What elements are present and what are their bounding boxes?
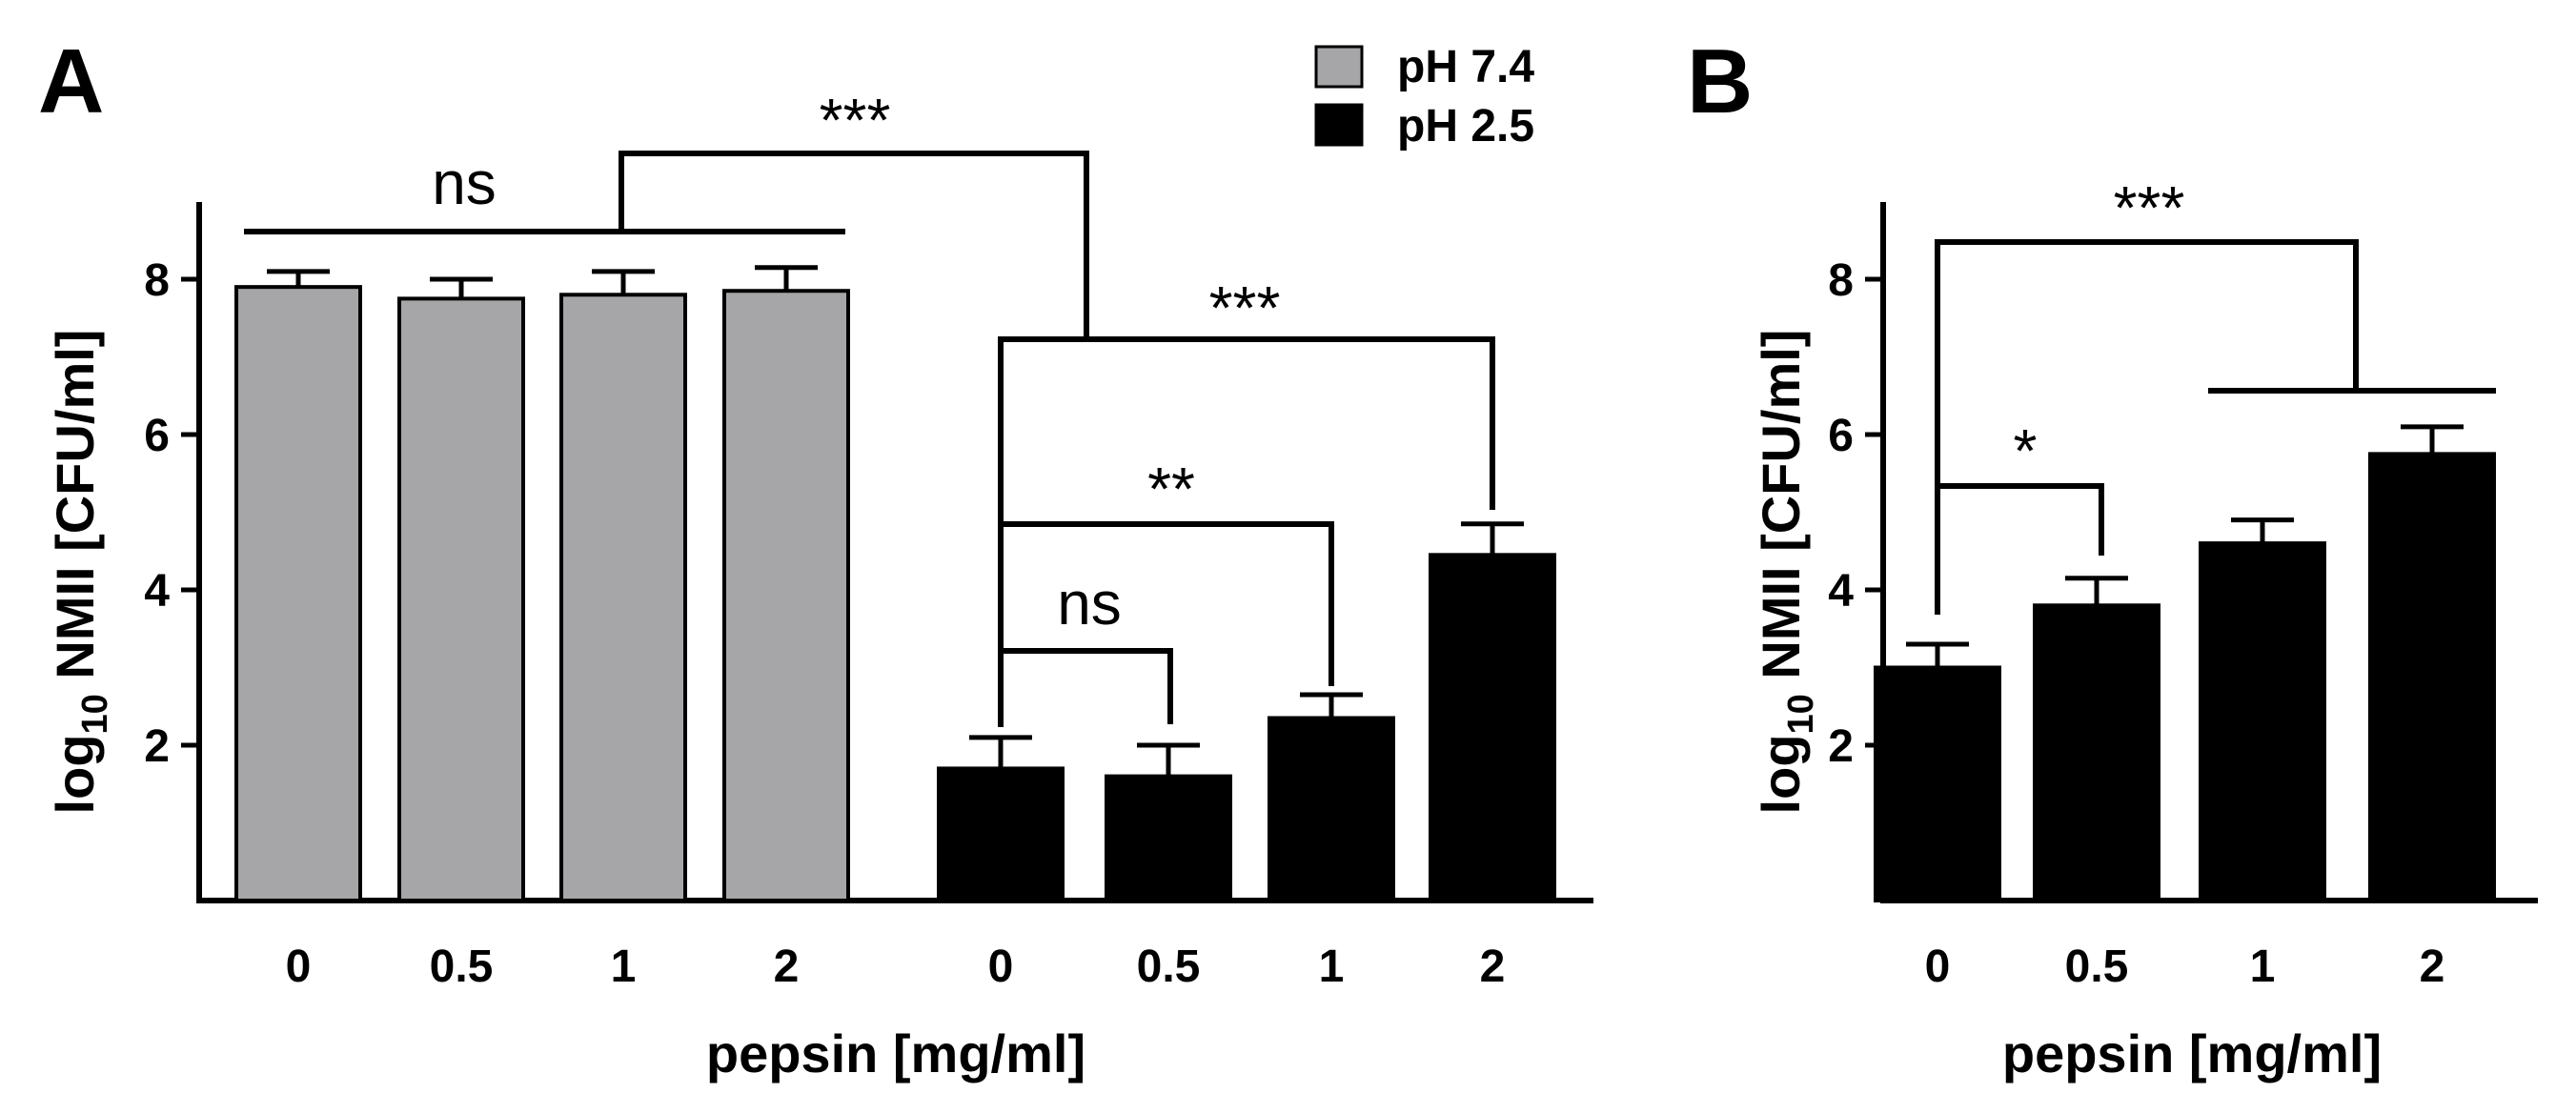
panel-a-sig-0-vs-1: **	[1147, 455, 1195, 523]
legend-label-ph25: pH 2.5	[1397, 101, 1534, 152]
panel-a-significance	[244, 151, 1495, 727]
panel-b-ytick-label: 6	[1828, 411, 1854, 461]
panel-b-x-ticks: 0 0.5 1 2	[1925, 942, 2445, 992]
panel-a-x-axis-title: pepsin [mg/ml]	[706, 1023, 1085, 1084]
panel-b-xtick-label: 1	[2250, 942, 2276, 992]
panel-a-xtick-label: 0	[286, 942, 312, 992]
panel-a-sig-0-vs-0.5: ns	[1057, 569, 1122, 638]
panel-b-bar	[2368, 452, 2496, 902]
panel-a-ph74-bar	[559, 293, 687, 902]
panel-b-x-axis-title: pepsin [mg/ml]	[2002, 1023, 2382, 1084]
panel-a-xtick-label: 2	[774, 942, 800, 992]
panel-a-bracket-0-vs-2	[998, 336, 1495, 727]
panel-a-ph74-bar	[234, 285, 362, 902]
panel-a: A log10 NMII [CFU/ml] 2 4 6 8 0 0.5 1 2	[38, 30, 1593, 1084]
panel-b: B log10 NMII [CFU/ml] 2 4 6 8 0 0.5 1 2 …	[1687, 30, 2538, 1084]
panel-a-ph74-bar	[397, 296, 525, 902]
legend-swatch-ph25	[1314, 103, 1364, 147]
panel-a-sig-ns-top: ns	[432, 149, 497, 217]
panel-b-bar	[2033, 603, 2160, 902]
panel-a-ytick-label: 8	[144, 255, 170, 306]
panel-a-sig-0-vs-2: ***	[1209, 273, 1281, 342]
panel-b-bracket-0-vs-1-2	[1935, 239, 2359, 615]
panel-a-bars-ph25	[937, 521, 1556, 903]
panel-b-xtick-label: 0	[1925, 942, 1951, 992]
panel-b-sig-0-vs-0.5: *	[2014, 416, 2038, 485]
panel-a-ytick-label: 6	[144, 411, 170, 461]
panel-a-xtick-label: 1	[611, 942, 637, 992]
panel-a-xtick-label: 2	[1480, 942, 1506, 992]
panel-b-label: B	[1687, 30, 1753, 132]
panel-a-x-ticks: 0 0.5 1 2 0 0.5 1 2	[286, 942, 1506, 992]
legend-swatch-ph74	[1314, 45, 1364, 89]
panel-a-xtick-label: 0.5	[430, 942, 494, 992]
panel-a-bracket-ph74-vs-ph25	[619, 151, 1089, 339]
panel-a-legend: pH 7.4 pH 2.5	[1314, 42, 1534, 152]
panel-a-bracket-0-vs-0.5	[1001, 648, 1173, 724]
panel-a-label: A	[38, 30, 104, 132]
panel-a-xtick-label: 0	[988, 942, 1014, 992]
panel-b-ytick-label: 4	[1828, 566, 1854, 617]
panel-a-ph25-bar	[1105, 774, 1232, 902]
panel-a-xtick-label: 1	[1319, 942, 1345, 992]
panel-b-xtick-label: 2	[2420, 942, 2445, 992]
panel-b-ytick-label: 8	[1828, 255, 1854, 306]
legend-label-ph74: pH 7.4	[1397, 42, 1534, 92]
panel-a-ytick-label: 4	[144, 566, 170, 617]
panel-a-bars-ph74	[234, 265, 850, 903]
panel-b-bracket-0-vs-0.5	[1937, 483, 2104, 556]
panel-a-ph25-bar	[937, 766, 1065, 903]
panel-b-y-axis-title: log10 NMII [CFU/ml]	[1751, 330, 1821, 815]
panel-b-sig-0-vs-1-2: ***	[2114, 173, 2185, 242]
panel-b-bar	[1874, 665, 2001, 902]
panel-b-bar	[2199, 541, 2326, 902]
panel-b-bars	[1874, 424, 2496, 902]
panel-a-sig-ph74-vs-ph25: ***	[820, 86, 891, 154]
panel-b-xtick-label: 0.5	[2065, 942, 2129, 992]
panel-b-ytick-label: 2	[1828, 721, 1854, 772]
panel-a-xtick-label: 0.5	[1137, 942, 1201, 992]
panel-b-y-ticks: 2 4 6 8	[1828, 255, 1883, 772]
panel-a-ph25-bar	[1429, 553, 1556, 902]
panel-a-y-ticks: 2 4 6 8	[144, 255, 199, 772]
panel-b-significance	[1935, 239, 2496, 615]
panel-a-y-axis-title: log10 NMII [CFU/ml]	[45, 330, 115, 815]
panel-a-ph74-bar	[722, 289, 850, 903]
panel-a-ph25-bar	[1268, 716, 1395, 902]
panel-a-ytick-label: 2	[144, 721, 170, 772]
panel-a-bracket-0-vs-1	[1001, 521, 1334, 686]
